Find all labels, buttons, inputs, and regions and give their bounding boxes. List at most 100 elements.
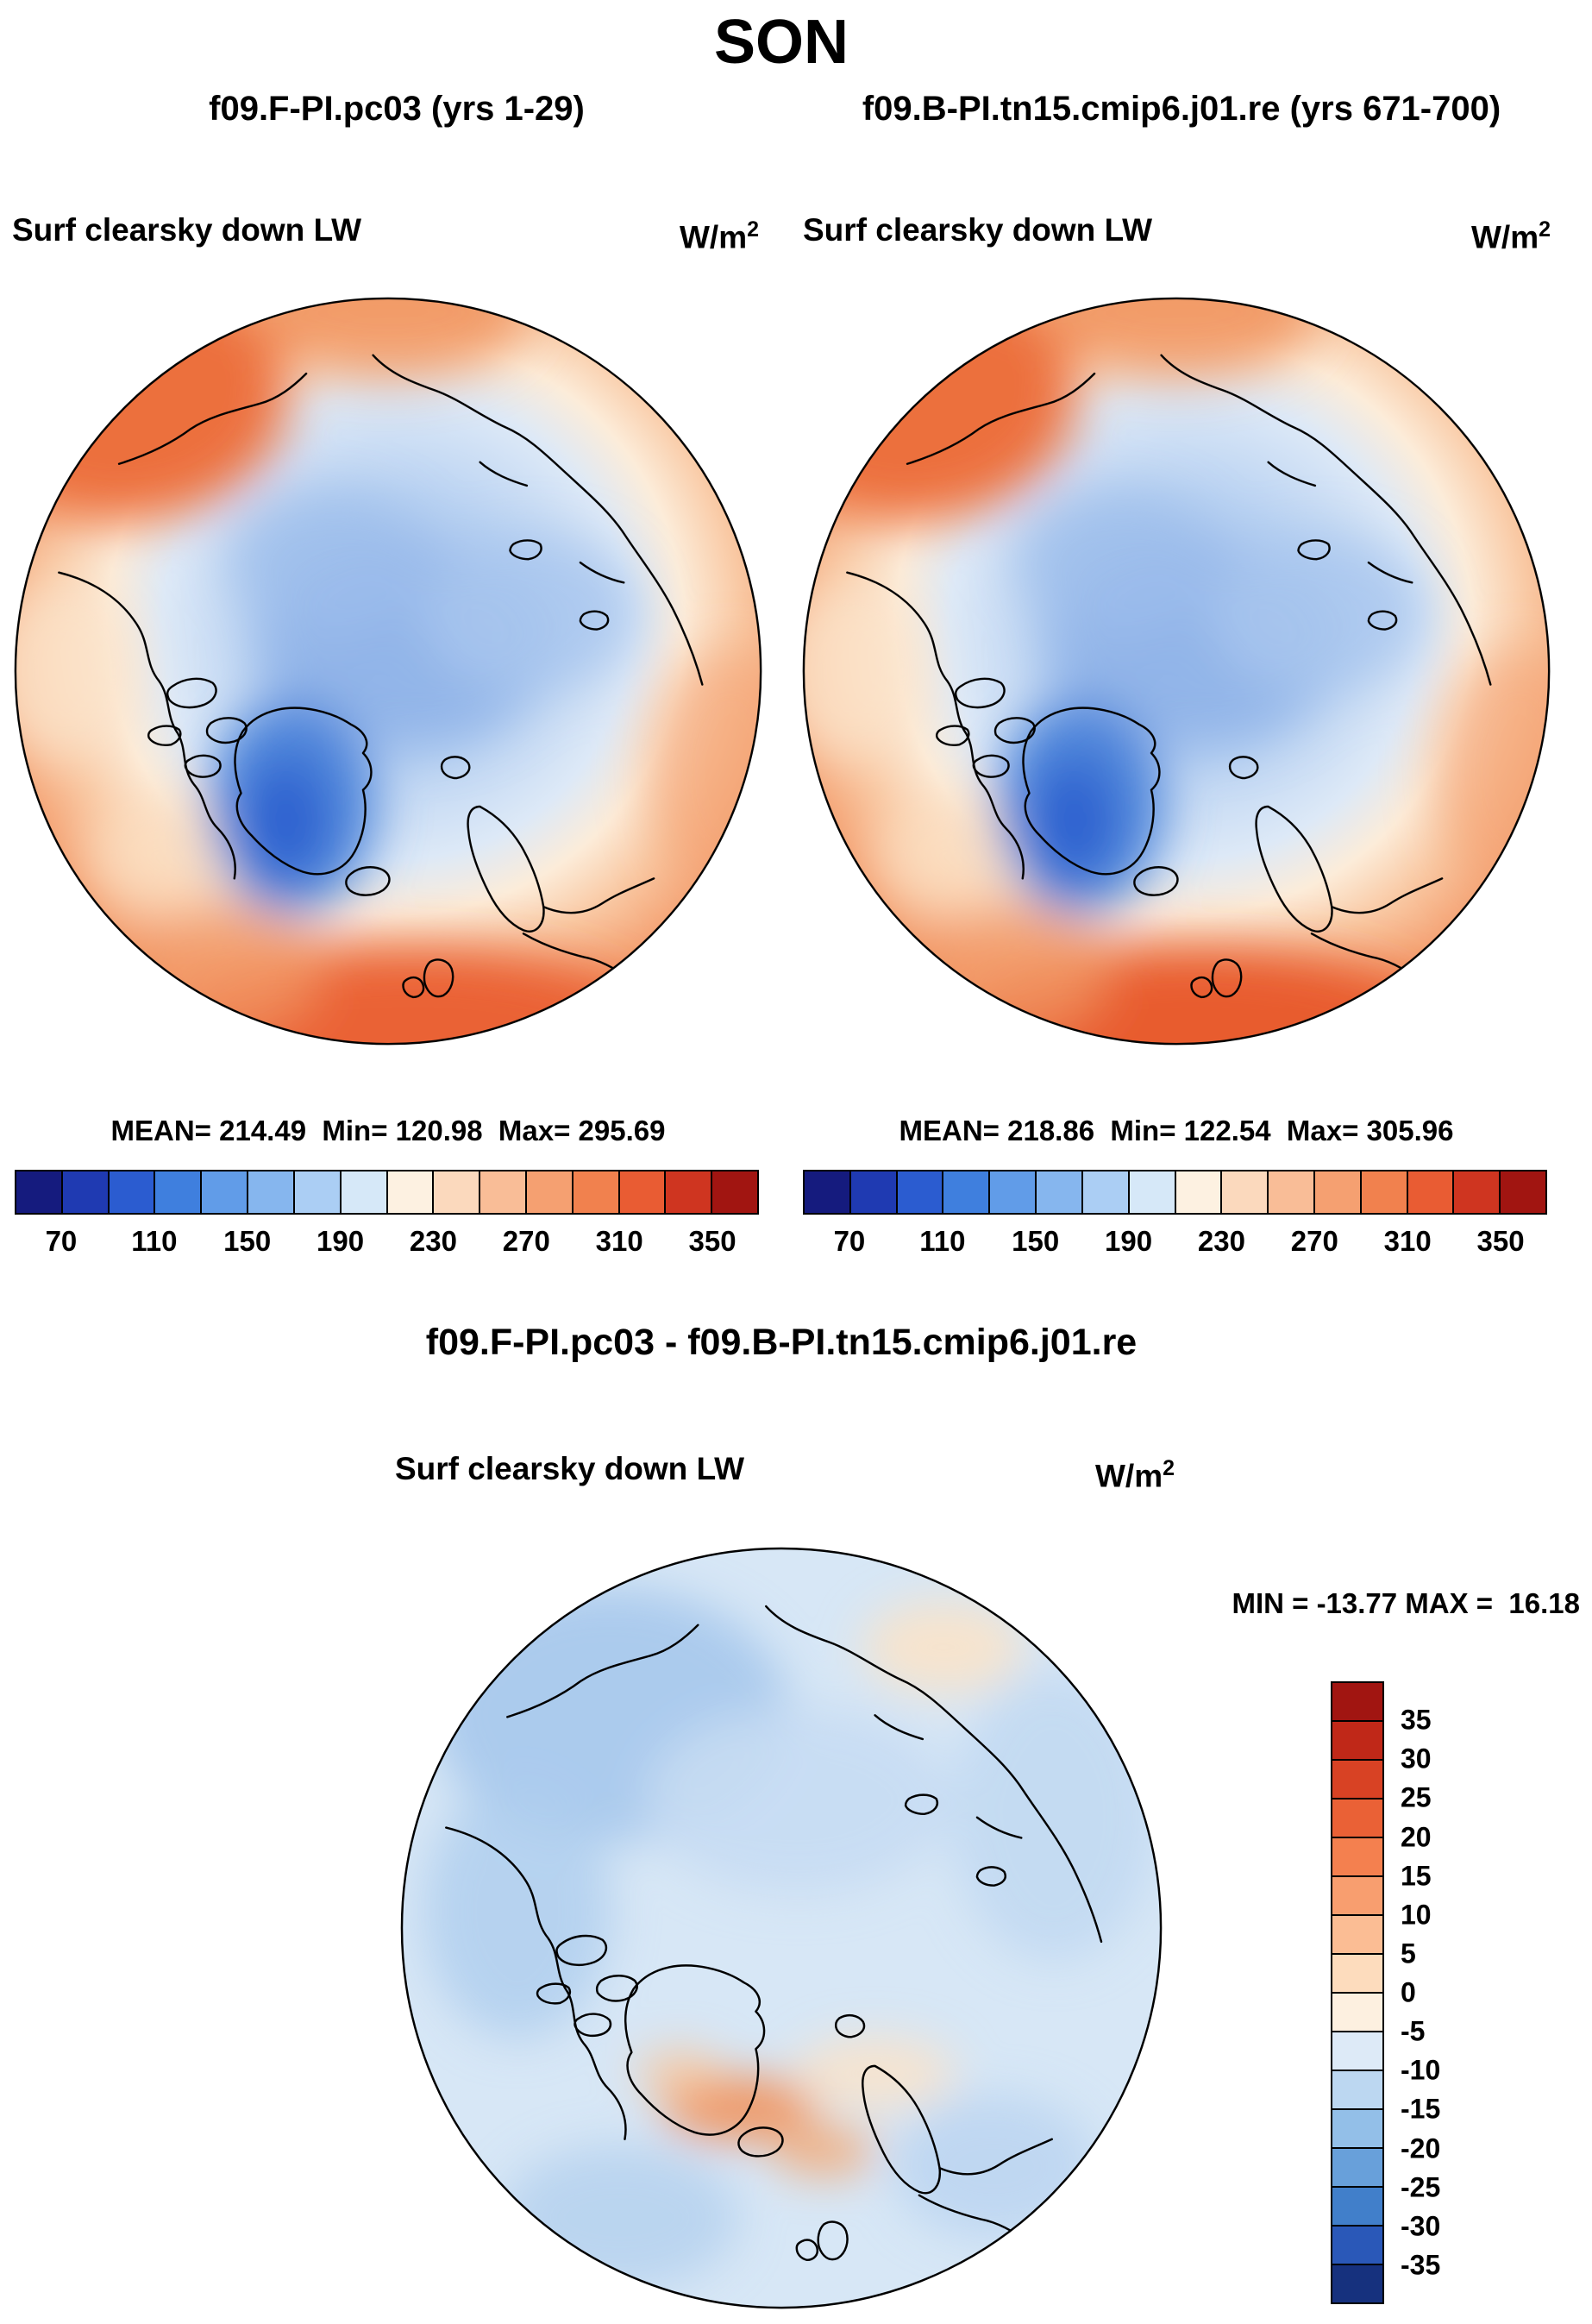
colorbar-segment [109, 1171, 156, 1213]
colorbar-segment [1332, 2188, 1382, 2227]
colorbar-segment [943, 1171, 991, 1213]
tick-label: -15 [1401, 2093, 1441, 2125]
tick-label: 190 [317, 1225, 365, 1257]
colorbar-segment [1332, 1800, 1382, 1838]
colorbar-segment [1407, 1171, 1455, 1213]
tick-label: 190 [1105, 1225, 1153, 1257]
colorbar-segment [1332, 1722, 1382, 1761]
tick-label: 5 [1401, 1938, 1416, 1969]
tick-label: 310 [1383, 1225, 1432, 1257]
colorbar-segment [294, 1171, 342, 1213]
panel-left-title: f09.F-PI.pc03 (yrs 1-29) [209, 90, 585, 128]
map-diff-outline [400, 1547, 1163, 2309]
colorbar-segment [1501, 1171, 1545, 1213]
tick-label: -20 [1401, 2132, 1441, 2164]
tick-label: -35 [1401, 2249, 1441, 2281]
colorbar-segment [1332, 2227, 1382, 2265]
tick-label: 150 [223, 1225, 272, 1257]
tick-label: -5 [1401, 2015, 1426, 2047]
panel-left-field-label: Surf clearsky down LW [12, 212, 362, 248]
tick-label: 110 [919, 1225, 966, 1257]
units-base: W/m [1095, 1458, 1163, 1494]
colorbar-segment [248, 1171, 295, 1213]
units-base: W/m [680, 219, 748, 255]
colorbar-segment [805, 1171, 851, 1213]
tick-label: 70 [45, 1225, 78, 1257]
colorbar-segment [1082, 1171, 1130, 1213]
colorbar-segment [16, 1171, 63, 1213]
season-title: SON [713, 8, 849, 77]
colorbar-segment [1332, 1761, 1382, 1800]
diff-units: W/m2 [1095, 1456, 1175, 1494]
panel-right-field-label: Surf clearsky down LW [803, 212, 1153, 248]
tick-label: 70 [833, 1225, 866, 1257]
colorbar-segment [897, 1171, 944, 1213]
colorbar-segment [526, 1171, 573, 1213]
panel-right-title: f09.B-PI.tn15.cmip6.j01.re (yrs 671-700) [862, 90, 1501, 128]
colorbar-segment [666, 1171, 713, 1213]
colorbar-segment [1222, 1171, 1269, 1213]
colorbar-segment [434, 1171, 481, 1213]
colorbar-diff-labels: 35 30 25 20 15 10 5 0 -5 -10 -15 -20 -25… [1401, 1681, 1504, 2304]
tick-label: 0 [1401, 1976, 1416, 2008]
tick-label: 310 [595, 1225, 643, 1257]
map-right [802, 297, 1551, 1046]
colorbar-segment [990, 1171, 1037, 1213]
colorbar-segment [1332, 2265, 1382, 2302]
diff-minmax: MIN = -13.77 MAX = 16.18 [1232, 1587, 1580, 1619]
colorbar-segment [1175, 1171, 1223, 1213]
colorbar-segment [341, 1171, 388, 1213]
colorbar-segment [573, 1171, 620, 1213]
tick-label: 230 [409, 1225, 457, 1257]
colorbar-segment [1332, 1955, 1382, 1994]
units-exponent: 2 [747, 217, 760, 242]
tick-label: 15 [1401, 1860, 1432, 1892]
tick-label: 270 [502, 1225, 550, 1257]
units-exponent: 2 [1539, 217, 1551, 242]
tick-label: 270 [1290, 1225, 1338, 1257]
tick-label: 150 [1012, 1225, 1060, 1257]
tick-label: 350 [688, 1225, 736, 1257]
tick-label: 10 [1401, 1899, 1432, 1931]
tick-label: 30 [1401, 1743, 1432, 1774]
panel-right-units: W/m2 [1471, 217, 1551, 255]
colorbar-segment [1332, 1994, 1382, 2032]
colorbar-segment [1269, 1171, 1315, 1213]
panel-left-stats: MEAN= 214.49 Min= 120.98 Max= 295.69 [110, 1115, 666, 1146]
colorbar-segment [1332, 1838, 1382, 1877]
colorbar-segment [1361, 1171, 1408, 1213]
colorbar-segment [480, 1171, 527, 1213]
colorbar-segment [1332, 2149, 1382, 2188]
units-exponent: 2 [1163, 1456, 1175, 1480]
map-left-anomaly-blobs [15, 298, 762, 1045]
colorbar-segment [1332, 2032, 1382, 2071]
tick-label: 350 [1476, 1225, 1525, 1257]
panel-right-stats: MEAN= 218.86 Min= 122.54 Max= 305.96 [899, 1115, 1454, 1146]
colorbar-segment [155, 1171, 203, 1213]
colorbar-left-ticks: 70 110 150 190 230 270 310 350 [15, 1225, 759, 1263]
colorbar-left [15, 1170, 759, 1215]
map-left [14, 297, 762, 1046]
tick-label: 110 [131, 1225, 178, 1257]
map-diff-field-fill [401, 1548, 1162, 2308]
colorbar-segment [1332, 1877, 1382, 1916]
tick-label: -10 [1401, 2054, 1441, 2086]
tick-label: -25 [1401, 2171, 1441, 2203]
colorbar-segment [1129, 1171, 1176, 1213]
colorbar-segment [1454, 1171, 1501, 1213]
colorbar-segment [619, 1171, 667, 1213]
colorbar-segment [1332, 2071, 1382, 2110]
diff-field-label: Surf clearsky down LW [395, 1451, 745, 1486]
tick-label: 230 [1197, 1225, 1245, 1257]
map-left-field-fill [15, 298, 762, 1045]
colorbar-segment [202, 1171, 249, 1213]
panel-left-units: W/m2 [680, 217, 759, 255]
colorbar-right-ticks: 70 110 150 190 230 270 310 350 [803, 1225, 1547, 1263]
map-diff [400, 1547, 1163, 2309]
colorbar-segment [850, 1171, 898, 1213]
tick-label: -30 [1401, 2210, 1441, 2242]
colorbar-segment [1037, 1171, 1083, 1213]
colorbar-segment [62, 1171, 110, 1213]
colorbar-segment [387, 1171, 435, 1213]
